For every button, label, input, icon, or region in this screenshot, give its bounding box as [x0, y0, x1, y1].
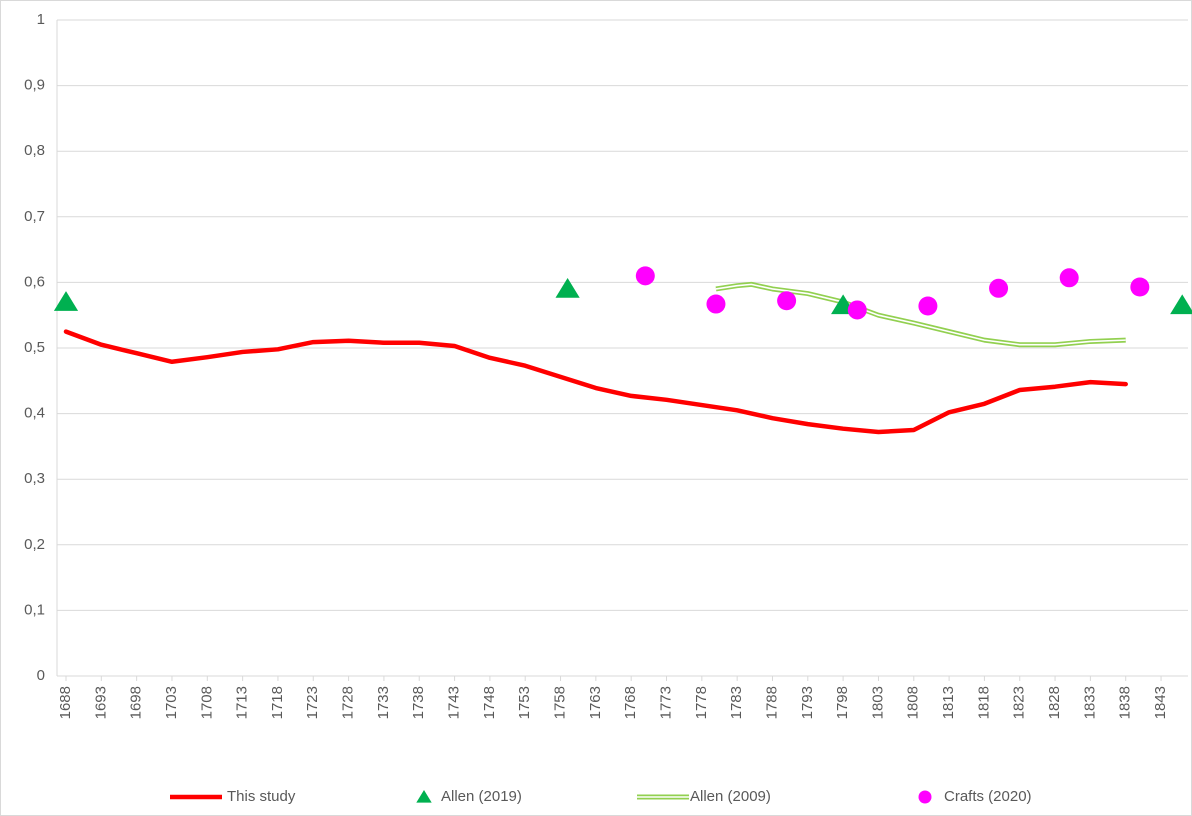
- y-tick-label: 0,2: [24, 536, 45, 553]
- series-line-inner: [715, 283, 1126, 346]
- circle-marker: [847, 300, 867, 320]
- legend-label: Crafts (2020): [944, 788, 1032, 805]
- circle-marker: [635, 266, 655, 286]
- y-tick-label: 0,9: [24, 77, 45, 94]
- x-tick-label: 1733: [375, 686, 392, 719]
- x-tick-label: 1793: [799, 686, 816, 719]
- legend-label: Allen (2019): [441, 788, 522, 805]
- x-tick-label: 1748: [481, 686, 498, 719]
- circle-marker: [777, 291, 797, 311]
- x-tick-label: 1758: [552, 686, 569, 719]
- x-tick-label: 1703: [163, 686, 180, 719]
- x-tick-label: 1753: [516, 686, 533, 719]
- x-tick-label: 1838: [1117, 686, 1134, 719]
- x-tick-label: 1823: [1011, 686, 1028, 719]
- y-tick-label: 0,8: [24, 142, 45, 159]
- x-tick-label: 1743: [446, 686, 463, 719]
- x-tick-label: 1778: [693, 686, 710, 719]
- legend-label: Allen (2009): [690, 788, 771, 805]
- x-tick-label: 1783: [728, 686, 745, 719]
- y-tick-label: 0: [37, 667, 45, 684]
- x-tick-label: 1718: [269, 686, 286, 719]
- x-tick-label: 1798: [834, 686, 851, 719]
- circle-marker: [706, 294, 726, 314]
- x-tick-label: 1843: [1152, 686, 1169, 719]
- x-tick-label: 1698: [128, 686, 145, 719]
- y-tick-label: 0,3: [24, 470, 45, 487]
- x-tick-label: 1788: [763, 686, 780, 719]
- x-tick-label: 1813: [940, 686, 957, 719]
- x-tick-label: 1833: [1081, 686, 1098, 719]
- triangle-marker: [555, 277, 580, 298]
- y-tick-label: 0,1: [24, 601, 45, 618]
- circle-marker: [989, 278, 1009, 298]
- x-tick-label: 1713: [234, 686, 251, 719]
- y-tick-label: 0,4: [24, 405, 45, 422]
- triangle-marker: [53, 291, 79, 311]
- y-tick-label: 0,7: [24, 208, 45, 225]
- series-line: [63, 329, 1128, 435]
- y-tick-label: 0,5: [24, 339, 45, 356]
- x-tick-label: 1693: [92, 686, 109, 719]
- legend-swatch: [918, 790, 932, 804]
- x-tick-label: 1773: [657, 686, 674, 719]
- y-tick-label: 1: [37, 11, 45, 28]
- circle-marker: [918, 296, 938, 316]
- circle-marker: [1059, 268, 1079, 288]
- x-tick-label: 1728: [340, 686, 357, 719]
- x-tick-label: 1768: [622, 686, 639, 719]
- x-tick-label: 1708: [198, 686, 215, 719]
- x-tick-label: 1688: [57, 686, 74, 719]
- x-tick-label: 1738: [410, 686, 427, 719]
- triangle-marker: [1170, 294, 1192, 315]
- x-tick-label: 1818: [975, 686, 992, 719]
- legend-swatch: [416, 790, 432, 803]
- circle-marker: [1130, 277, 1150, 297]
- x-tick-label: 1808: [905, 686, 922, 719]
- x-tick-label: 1828: [1046, 686, 1063, 719]
- x-tick-label: 1803: [869, 686, 886, 719]
- y-tick-label: 0,6: [24, 273, 45, 290]
- x-tick-label: 1763: [587, 686, 604, 719]
- legend-label: This study: [227, 788, 296, 805]
- x-tick-label: 1723: [304, 686, 321, 719]
